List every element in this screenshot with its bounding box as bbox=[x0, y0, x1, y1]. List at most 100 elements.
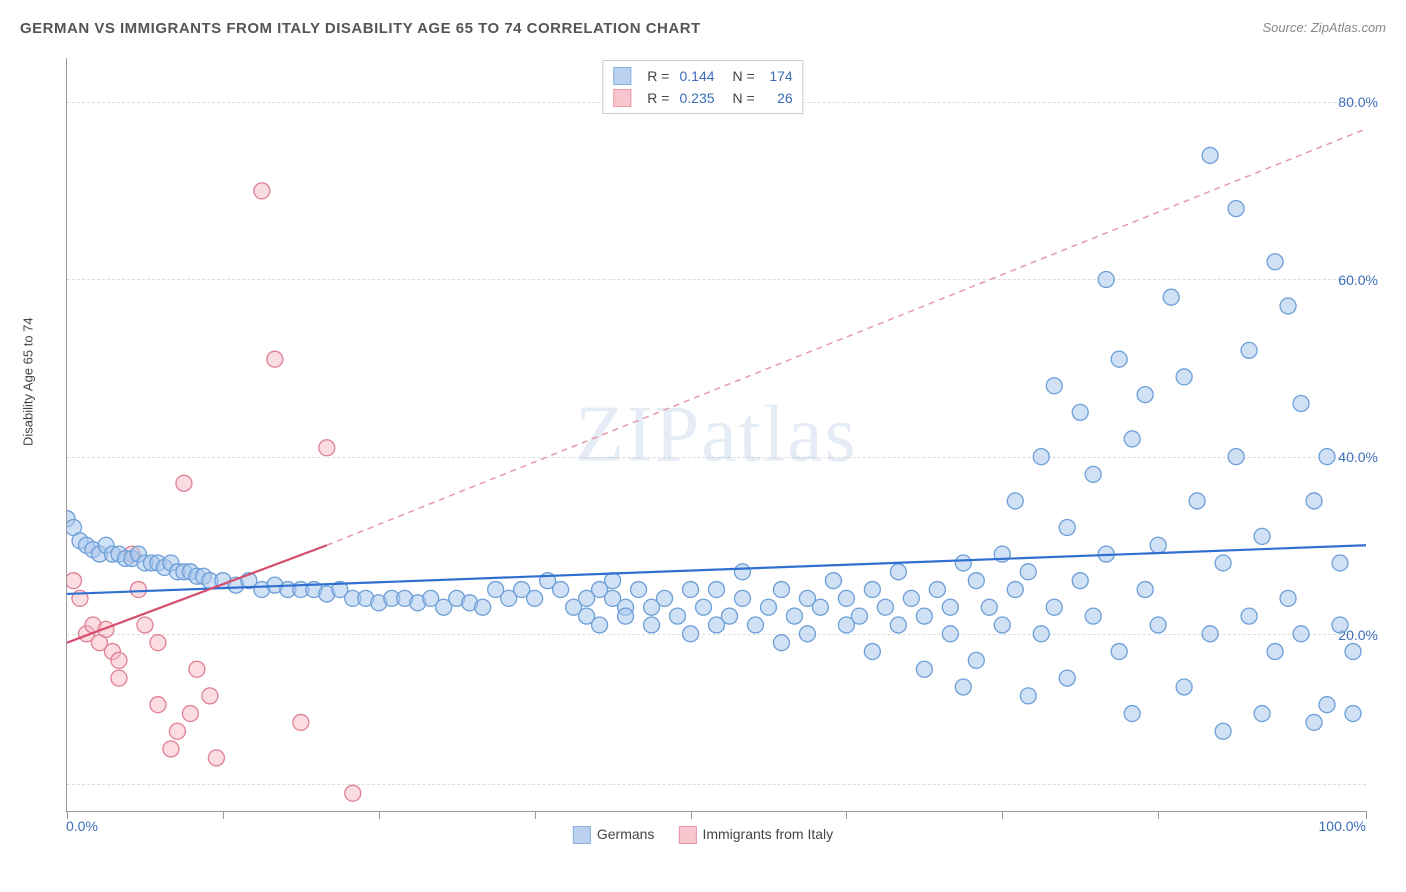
scatter-point bbox=[111, 652, 127, 668]
scatter-point bbox=[942, 626, 958, 642]
scatter-point bbox=[773, 635, 789, 651]
stats-row: R =0.235N =26 bbox=[613, 87, 792, 109]
scatter-point bbox=[1007, 582, 1023, 598]
r-label: R = bbox=[647, 68, 669, 84]
scatter-point bbox=[1228, 201, 1244, 217]
x-tick bbox=[846, 811, 847, 819]
scatter-point bbox=[644, 617, 660, 633]
scatter-point bbox=[1202, 147, 1218, 163]
scatter-point bbox=[1280, 590, 1296, 606]
scatter-point bbox=[734, 564, 750, 580]
source-attribution: Source: ZipAtlas.com bbox=[1262, 20, 1386, 35]
scatter-point bbox=[208, 750, 224, 766]
scatter-point bbox=[1267, 254, 1283, 270]
x-tick bbox=[1366, 811, 1367, 819]
scatter-point bbox=[1111, 644, 1127, 660]
x-tick-label: 0.0% bbox=[66, 818, 98, 834]
scatter-point bbox=[1306, 493, 1322, 509]
scatter-point bbox=[1202, 626, 1218, 642]
r-value: 0.144 bbox=[679, 68, 714, 84]
scatter-point bbox=[1254, 528, 1270, 544]
n-label: N = bbox=[733, 68, 755, 84]
x-tick-label: 100.0% bbox=[1319, 818, 1366, 834]
scatter-point bbox=[182, 706, 198, 722]
scatter-point bbox=[254, 183, 270, 199]
scatter-point bbox=[1215, 723, 1231, 739]
scatter-point bbox=[150, 697, 166, 713]
scatter-point bbox=[968, 652, 984, 668]
x-tick bbox=[535, 811, 536, 819]
scatter-point bbox=[747, 617, 763, 633]
legend-swatch bbox=[573, 826, 591, 844]
legend-swatch bbox=[613, 89, 631, 107]
scatter-point bbox=[1059, 670, 1075, 686]
scatter-point bbox=[631, 582, 647, 598]
x-tick bbox=[1158, 811, 1159, 819]
scatter-svg bbox=[67, 58, 1366, 811]
scatter-point bbox=[202, 688, 218, 704]
scatter-point bbox=[709, 582, 725, 598]
scatter-point bbox=[1072, 573, 1088, 589]
scatter-point bbox=[683, 626, 699, 642]
plot-area: ZIPatlas bbox=[66, 58, 1366, 812]
scatter-point bbox=[319, 440, 335, 456]
correlation-chart: GERMAN VS IMMIGRANTS FROM ITALY DISABILI… bbox=[20, 20, 1386, 872]
scatter-point bbox=[890, 564, 906, 580]
scatter-point bbox=[1267, 644, 1283, 660]
scatter-point bbox=[864, 582, 880, 598]
scatter-point bbox=[683, 582, 699, 598]
scatter-point bbox=[903, 590, 919, 606]
x-tick bbox=[223, 811, 224, 819]
scatter-point bbox=[929, 582, 945, 598]
chart-title: GERMAN VS IMMIGRANTS FROM ITALY DISABILI… bbox=[20, 20, 701, 37]
scatter-point bbox=[1345, 644, 1361, 660]
scatter-point bbox=[1020, 564, 1036, 580]
x-tick bbox=[379, 811, 380, 819]
x-tick bbox=[691, 811, 692, 819]
scatter-point bbox=[864, 644, 880, 660]
scatter-point bbox=[1306, 714, 1322, 730]
y-axis-label: Disability Age 65 to 74 bbox=[21, 317, 36, 446]
scatter-point bbox=[1085, 466, 1101, 482]
scatter-point bbox=[169, 723, 185, 739]
legend-item: Immigrants from Italy bbox=[678, 826, 833, 844]
legend-label: Immigrants from Italy bbox=[702, 826, 833, 842]
scatter-point bbox=[67, 573, 81, 589]
scatter-point bbox=[968, 573, 984, 589]
scatter-point bbox=[1111, 351, 1127, 367]
scatter-point bbox=[1137, 582, 1153, 598]
scatter-point bbox=[189, 661, 205, 677]
x-tick bbox=[1002, 811, 1003, 819]
scatter-point bbox=[1319, 697, 1335, 713]
scatter-point bbox=[1150, 617, 1166, 633]
scatter-point bbox=[618, 608, 634, 624]
scatter-point bbox=[916, 661, 932, 677]
scatter-point bbox=[1241, 608, 1257, 624]
scatter-point bbox=[955, 679, 971, 695]
scatter-point bbox=[1033, 449, 1049, 465]
scatter-point bbox=[150, 635, 166, 651]
scatter-point bbox=[527, 590, 543, 606]
scatter-point bbox=[981, 599, 997, 615]
scatter-point bbox=[916, 608, 932, 624]
scatter-point bbox=[942, 599, 958, 615]
scatter-point bbox=[1059, 520, 1075, 536]
scatter-point bbox=[825, 573, 841, 589]
scatter-point bbox=[1124, 706, 1140, 722]
scatter-point bbox=[890, 617, 906, 633]
scatter-point bbox=[657, 590, 673, 606]
scatter-point bbox=[345, 785, 361, 801]
scatter-point bbox=[1215, 555, 1231, 571]
scatter-point bbox=[994, 617, 1010, 633]
scatter-point bbox=[696, 599, 712, 615]
scatter-point bbox=[1072, 404, 1088, 420]
scatter-point bbox=[1046, 378, 1062, 394]
scatter-point bbox=[1150, 537, 1166, 553]
r-value: 0.235 bbox=[679, 90, 714, 106]
scatter-point bbox=[1085, 608, 1101, 624]
series-legend: GermansImmigrants from Italy bbox=[573, 826, 833, 844]
scatter-point bbox=[130, 582, 146, 598]
scatter-point bbox=[955, 555, 971, 571]
scatter-point bbox=[1124, 431, 1140, 447]
scatter-point bbox=[760, 599, 776, 615]
